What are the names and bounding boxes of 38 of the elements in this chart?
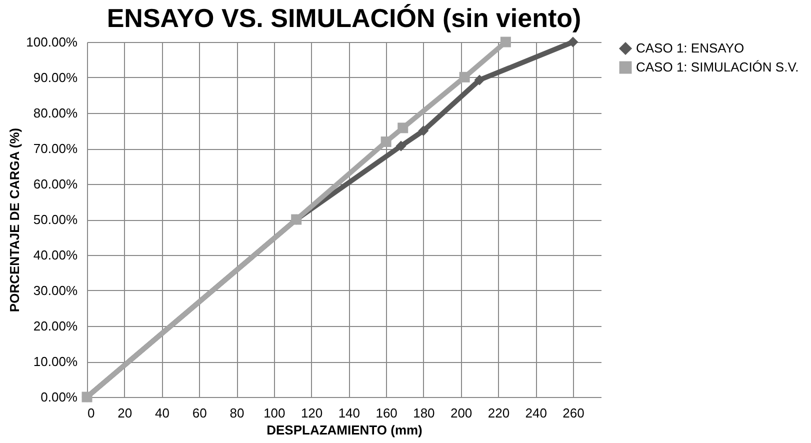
x-tick-label: 20	[118, 406, 132, 420]
point	[568, 36, 578, 48]
chart-title: ENSAYO VS. SIMULACIÓN (sin viento)	[106, 3, 582, 33]
x-tick-label: 80	[230, 406, 244, 420]
y-tick-label: 80.00%	[33, 106, 78, 120]
y-tick-label: 50.00%	[33, 212, 78, 227]
point	[500, 36, 511, 48]
x-tick-label: 120	[300, 406, 323, 420]
x-axis-title: DESPLAZAMIENTO (mm)	[266, 422, 422, 438]
point	[380, 136, 392, 147]
y-tick-label: 60.00%	[33, 176, 78, 192]
x-tick-label: 0	[88, 406, 95, 420]
y-tick-label: 90.00%	[33, 70, 78, 85]
y-tick-label: 0.00%	[40, 390, 78, 404]
point	[459, 72, 470, 82]
x-tick-label: 100	[264, 406, 286, 420]
x-tick-label: 220	[488, 406, 510, 420]
y-tick-label: 30.00%	[33, 283, 78, 298]
point	[418, 126, 429, 136]
x-tick-label: 240	[525, 406, 547, 420]
point	[474, 74, 485, 86]
x-tick-label: 60	[192, 406, 207, 420]
point	[396, 140, 406, 152]
y-tick-label: 20.00%	[33, 318, 78, 334]
y-tick-label: 70.00%	[33, 141, 78, 156]
x-tick-label: 200	[450, 406, 472, 420]
y-tick-label: 10.00%	[33, 354, 78, 369]
legend-label: CASO 1: ENSAYO	[636, 40, 744, 56]
x-tick-label: 40	[155, 406, 170, 420]
y-tick-label: 100.00%	[26, 34, 78, 50]
y-tick-label: 40.00%	[33, 248, 78, 262]
legend-label: CASO 1: SIMULACIÓN S.V.	[636, 60, 799, 74]
y-axis-title: PORCENTAJE DE CARGA (%)	[7, 128, 22, 312]
x-tick-label: 260	[562, 406, 584, 420]
point	[398, 122, 408, 134]
x-tick-label: 180	[413, 406, 435, 420]
x-tick-label: 140	[338, 406, 360, 420]
x-tick-label: 160	[376, 406, 398, 420]
